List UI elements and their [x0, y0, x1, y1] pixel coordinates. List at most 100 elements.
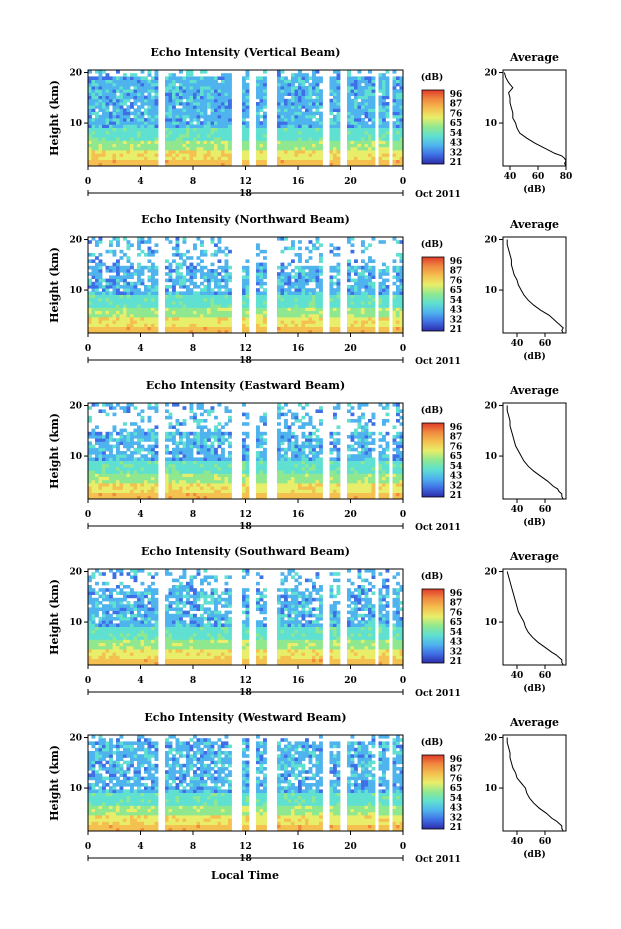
heatmap-cell [305, 137, 309, 141]
heatmap-cell [315, 76, 320, 80]
heatmap-cell [329, 297, 334, 302]
heatmap-cell [259, 82, 264, 87]
heatmap-cell [277, 114, 281, 119]
heatmap-cell [284, 124, 288, 128]
heatmap-cell [364, 98, 369, 103]
heatmap-cell [305, 118, 309, 122]
heatmap-cell [217, 137, 222, 141]
heatmap-cell [140, 307, 145, 311]
heatmap-cell [88, 98, 92, 103]
heatmap-cell [168, 265, 173, 270]
heatmap-cell [102, 317, 106, 321]
heatmap-cell [203, 307, 208, 311]
heatmap-cell [368, 272, 372, 276]
heatmap-cell [350, 486, 355, 490]
heatmap-cell [301, 134, 306, 138]
heatmap-cell [371, 121, 376, 125]
heatmap-cell [392, 323, 397, 327]
heatmap-cell [210, 92, 215, 96]
heatmap-cell [392, 237, 397, 241]
heatmap-cell [196, 304, 201, 308]
heatmap-cell [193, 483, 197, 487]
heatmap-cell [207, 98, 211, 103]
heatmap-cell [147, 73, 152, 77]
heatmap-cell [382, 495, 386, 500]
heatmap-cell [245, 111, 250, 116]
heatmap-cell [189, 297, 194, 302]
heatmap-cell [396, 301, 400, 305]
heatmap-cell [315, 323, 320, 327]
heatmap-cell [126, 95, 131, 100]
heatmap-cell [357, 130, 362, 135]
heatmap-cell [294, 265, 299, 270]
heatmap-cell [263, 320, 267, 324]
heatmap-cell [378, 476, 383, 481]
heatmap-cell [123, 317, 127, 321]
heatmap-cell [186, 105, 190, 109]
heatmap-cell [385, 460, 390, 465]
heatmap-cell [119, 118, 124, 122]
heatmap-cell [385, 329, 390, 334]
heatmap-cell [189, 463, 194, 468]
avg-xtick-label: 40 [504, 172, 517, 182]
heatmap-cell [228, 444, 232, 449]
heatmap-cell [182, 483, 187, 487]
heatmap-cell [287, 130, 292, 135]
heatmap-cell [364, 269, 369, 273]
heatmap-cell [350, 291, 355, 295]
heatmap-cell [277, 326, 281, 331]
heatmap-cell [329, 288, 334, 292]
heatmap-cell [109, 130, 113, 135]
heatmap-cell [319, 134, 323, 138]
heatmap-cell [396, 495, 400, 500]
heatmap-cell [315, 82, 320, 87]
heatmap-cell [368, 105, 372, 109]
heatmap-cell [382, 102, 386, 106]
heatmap-cell [399, 457, 404, 461]
heatmap-cell [116, 127, 120, 132]
heatmap-cell [179, 285, 183, 289]
heatmap-cell [368, 98, 372, 103]
heatmap-cell [112, 79, 117, 84]
heatmap-cell [207, 137, 211, 141]
heatmap-cell [123, 162, 127, 167]
heatmap-cell [154, 310, 159, 315]
heatmap-cell [392, 489, 397, 493]
heatmap-cell [294, 310, 299, 315]
heatmap-cell [280, 82, 285, 87]
heatmap-cell [130, 159, 134, 164]
heatmap-cell [175, 294, 180, 299]
heatmap-cell [277, 310, 281, 315]
heatmap-cell [189, 111, 194, 116]
heatmap-cell [137, 153, 141, 157]
heatmap-cell [263, 297, 267, 302]
heatmap-cell [200, 130, 204, 135]
heatmap-cell [228, 86, 232, 90]
heatmap-cell [315, 460, 320, 465]
heatmap-cell [378, 79, 383, 84]
heatmap-cell [305, 483, 309, 487]
heatmap-cell [189, 447, 194, 452]
heatmap-cell [333, 297, 337, 302]
heatmap-cell [123, 278, 127, 283]
heatmap-cell [224, 265, 229, 270]
heatmap-cell [347, 269, 351, 273]
heatmap-cell [319, 457, 323, 461]
heatmap-cell [308, 444, 313, 449]
heatmap-cell [151, 294, 155, 299]
heatmap-cell [242, 153, 246, 157]
heatmap-cell [154, 162, 159, 167]
heatmap-cell [396, 307, 400, 311]
heatmap-cell [354, 76, 358, 80]
heatmap-cell [259, 463, 264, 468]
heatmap-cell [312, 98, 316, 103]
heatmap-cell [186, 82, 190, 87]
heatmap-cell [91, 476, 96, 481]
heatmap-cell [312, 70, 316, 74]
heatmap-cell [214, 467, 218, 471]
heatmap-cell [203, 249, 208, 254]
heatmap-cell [147, 304, 152, 308]
heatmap-cell [214, 297, 218, 302]
heatmap-cell [189, 473, 194, 477]
heatmap-cell [98, 278, 103, 283]
